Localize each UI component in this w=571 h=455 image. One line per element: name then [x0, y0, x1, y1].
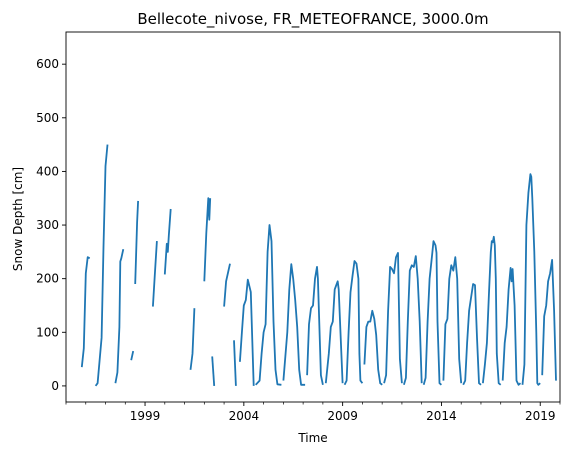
y-tick-label: 200	[36, 272, 59, 286]
x-tick-label: 2019	[525, 409, 556, 423]
plot-area	[65, 31, 561, 403]
axes-frame	[65, 31, 561, 403]
series-line-segment	[521, 173, 541, 386]
series-line-segment	[462, 283, 482, 386]
y-axis-label: Snow Depth [cm]	[11, 167, 25, 271]
series-line-segment	[306, 266, 324, 385]
series-line-segment	[152, 241, 158, 307]
x-tick-label: 2014	[426, 409, 457, 423]
series-line-segment	[114, 249, 125, 384]
series-line-segment	[363, 309, 383, 386]
series-line-segment	[343, 260, 364, 386]
series-line-segment	[442, 256, 463, 384]
series-line-segment	[211, 356, 216, 386]
series-line-segment	[403, 255, 423, 386]
series-line-segment	[541, 259, 557, 381]
y-tick-label: 600	[36, 57, 59, 71]
series-line-segment	[482, 235, 502, 386]
series-line-segment	[233, 340, 237, 386]
series-line-segment	[94, 144, 109, 387]
series-line-segment	[324, 280, 344, 384]
series-line-segment	[282, 263, 306, 386]
x-tick-label: 1999	[130, 409, 161, 423]
chart-title: Bellecote_nivose, FR_METEOFRANCE, 3000.0…	[137, 10, 488, 29]
series-line-segment	[422, 240, 442, 386]
y-tick-label: 300	[36, 218, 59, 232]
y-tick-label: 500	[36, 111, 59, 125]
series-line-segment	[239, 278, 255, 386]
series-line-segment	[203, 197, 212, 282]
series-line-segment	[255, 224, 282, 386]
series-line-segment	[163, 208, 172, 275]
series-line-segment	[501, 267, 522, 386]
series-line-segment	[189, 308, 196, 370]
y-tick-label: 0	[51, 379, 59, 393]
y-tick-label: 100	[36, 325, 59, 339]
x-axis: 1999 2004 2009 2014 2019	[65, 402, 561, 423]
x-tick-label: 2009	[327, 409, 358, 423]
y-tick-label: 400	[36, 164, 59, 178]
series-line-segment	[130, 350, 135, 361]
series-line-segment	[134, 200, 139, 285]
series-line-segment	[223, 263, 231, 307]
y-axis: 0 100 200 300 400 500 600	[36, 57, 66, 393]
x-axis-label: Time	[297, 431, 327, 445]
x-tick-label: 2004	[229, 409, 260, 423]
series-line-segment	[383, 252, 403, 384]
series-line-segment	[80, 256, 91, 368]
line-layer	[80, 144, 557, 387]
